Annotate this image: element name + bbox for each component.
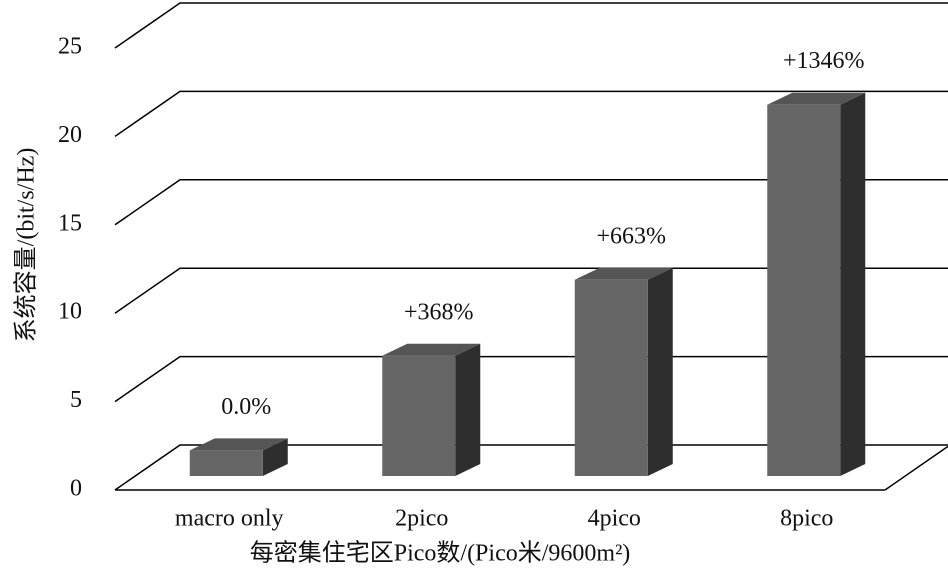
bar-top (382, 343, 481, 356)
bar-top (189, 438, 288, 451)
bar-top (767, 92, 866, 105)
y-tick-label: 25 (58, 34, 82, 60)
bar (189, 450, 263, 476)
bar (767, 104, 841, 476)
grid-line (114, 267, 948, 314)
y-tick-label: 20 (58, 122, 82, 148)
bar-top (574, 267, 673, 280)
y-tick-label: 5 (70, 387, 82, 413)
x-axis-label: 每密集住宅区Pico数/(Pico米/9600m²) (250, 540, 631, 567)
floor-right (884, 445, 948, 491)
y-tick-label: 10 (58, 299, 82, 325)
annotation: +663% (596, 223, 666, 249)
annotation: +368% (404, 299, 474, 325)
grid-line (114, 355, 948, 403)
x-tick-label: 8pico (780, 506, 833, 532)
grid-line (114, 179, 948, 226)
annotation: +1346% (783, 48, 865, 74)
bar-side (455, 343, 481, 476)
bar (574, 279, 648, 476)
bar-side (262, 438, 288, 476)
y-tick-label: 0 (70, 476, 82, 502)
x-tick-label: macro only (175, 506, 284, 532)
x-tick-label: 4pico (588, 506, 641, 532)
y-axis-label: 系统容量/(bit/s/Hz) (13, 148, 40, 343)
grid-line (114, 90, 948, 138)
bar (382, 355, 456, 476)
y-tick-label: 15 (58, 210, 82, 236)
bar-side (647, 267, 673, 476)
grid-line (114, 2, 948, 49)
bar-side (840, 92, 866, 476)
annotation: 0.0% (221, 394, 271, 420)
x-tick-label: 2pico (395, 506, 448, 532)
grid-line (114, 444, 948, 491)
